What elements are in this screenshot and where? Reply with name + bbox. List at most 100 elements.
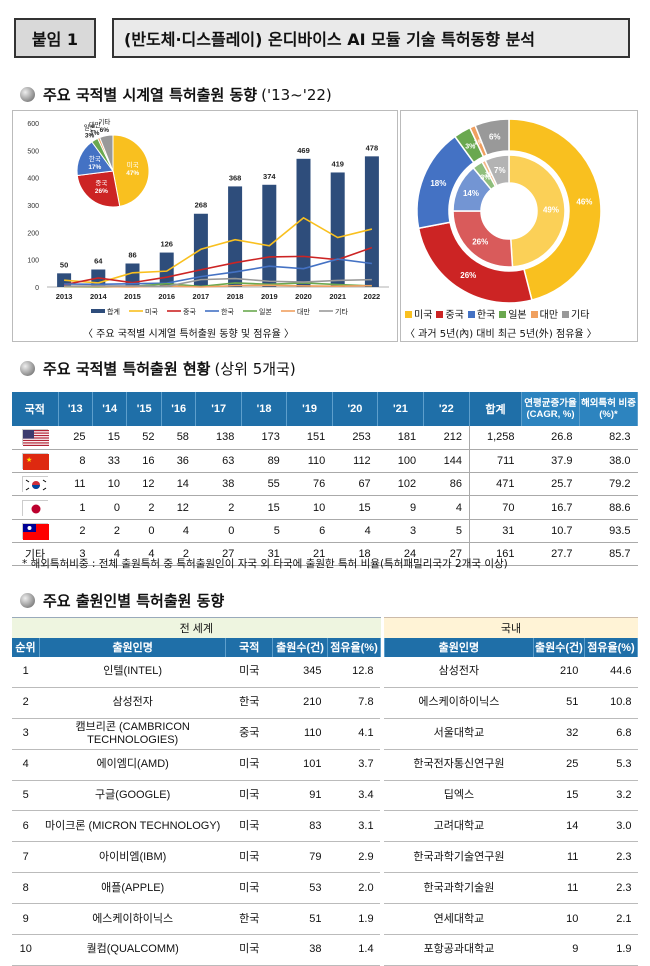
legend-label: 대만: [539, 310, 559, 321]
table-row: 2 삼성전자 한국 210 7.8 에스케이하이닉스 51 10.8: [12, 687, 638, 719]
col-header: 해외특허 비중(%)*: [579, 392, 638, 426]
table-cell: 101: [272, 749, 328, 781]
col-header: 점유율(%): [584, 637, 639, 657]
pie-label: 한국: [89, 155, 101, 163]
legend-swatch: [530, 311, 538, 318]
col-header: 합계: [469, 392, 522, 426]
group-world: 전 세계: [12, 617, 381, 638]
section-heading-1: 주요 국적별 시계열 특허출원 동향 ('13~'22): [20, 84, 332, 105]
outer-label: 3%: [465, 144, 476, 151]
y-tick-label: 400: [27, 176, 39, 183]
inner-label: 49%: [543, 206, 559, 215]
table-row: 5 구글(GOOGLE) 미국 91 3.4 딥엑스 15 3.2: [12, 780, 638, 812]
table-cell: 0: [92, 495, 127, 520]
data-label: 126: [160, 240, 173, 249]
table-cell: 10: [12, 934, 40, 966]
outer-label: 18%: [430, 179, 446, 188]
inner-label: 1%: [485, 172, 496, 179]
data-label: 478: [366, 143, 379, 152]
x-tick-label: 2014: [90, 292, 108, 301]
table-cell: 3.1: [327, 810, 381, 843]
bar-total-2015: [125, 263, 140, 287]
table-row: 9 에스케이하이닉스 한국 51 1.9 연세대학교 10 2.1: [12, 903, 638, 936]
table-cell: 112: [332, 449, 378, 474]
table-cell: 86: [423, 472, 470, 497]
time-series-chart: 0 100 200 300 400 500 600 50 2013 64 2014 86 2015 126…: [27, 117, 389, 316]
table-cell: 91: [272, 780, 328, 812]
table-cell: 11: [533, 872, 585, 905]
table-cell: 한국전자통신연구원: [384, 749, 534, 781]
bar-total-2019: [262, 184, 277, 287]
table-cell: 2: [58, 519, 93, 543]
col-header: 출원수(건): [272, 637, 328, 657]
inner-label: 14%: [463, 189, 479, 198]
col-header: '17: [195, 392, 242, 426]
table-cell: 12: [126, 472, 162, 497]
table-cell: 2.3: [584, 872, 638, 905]
table-cell: 연세대학교: [384, 903, 534, 936]
table-row: 8 애플(APPLE) 미국 53 2.0 한국과학기술원 11 2.3: [12, 872, 638, 905]
table-cell: 37.9: [521, 449, 580, 474]
chart-caption: 〈 주요 국적별 시계열 특허출원 동향 및 점유율 〉: [83, 329, 295, 340]
table-row: 4 에이엠디(AMD) 미국 101 3.7 한국전자통신연구원 25 5.3: [12, 749, 638, 781]
table-cell: 10: [92, 472, 127, 497]
table-cell: 345: [272, 656, 328, 688]
col-header: '19: [286, 392, 333, 426]
table-cell: 9: [12, 903, 40, 936]
table-cell: 102: [377, 472, 424, 497]
col-header: 연평균증가율 (CAGR, %): [521, 392, 580, 426]
table-cell: 18: [332, 542, 378, 567]
outer-label: 46%: [576, 197, 592, 206]
line-series-한국: [64, 258, 373, 286]
table-cell: 51: [533, 687, 585, 719]
legend-label: 기타: [571, 310, 590, 321]
line-bar-chart-panel: 0 100 200 300 400 500 600 50 2013 64 2014 86 2015 126…: [12, 110, 398, 342]
pie-pct: 6%: [100, 127, 110, 134]
table-cell: 아이비엠(IBM): [39, 841, 226, 874]
table-cell: 70: [469, 495, 522, 520]
table-cell: 미국: [225, 934, 273, 966]
table-cell: 4: [161, 519, 196, 543]
legend-swatch: [562, 311, 570, 318]
table-cell: 3.2: [584, 780, 638, 812]
y-tick-label: 100: [27, 258, 39, 265]
tw-flag-icon: [12, 519, 58, 543]
col-header: 출원인명: [39, 637, 227, 657]
title-bar: 붙임 1 (반도체·디스플레이) 온디바이스 AI 모듈 기술 특허동향 분석: [14, 18, 630, 58]
table-cell: 미국: [225, 872, 273, 905]
legend-item-대만: 대만: [530, 306, 559, 321]
pie-pct: 17%: [88, 164, 101, 171]
table-cell: 1.9: [584, 934, 638, 966]
legend-label: 한국: [476, 310, 496, 321]
section-heading-3: 주요 출원인별 특허출원 동향: [20, 590, 224, 611]
x-tick-label: 2017: [193, 292, 210, 301]
table-cell: 79.2: [579, 472, 638, 497]
table-cell: 6.8: [584, 718, 638, 750]
applicant-table: 전 세계 국내 순위 출원인명 국적 출원수(건) 점유율(%) 출원인명 출원수(건) 점유…: [12, 617, 639, 966]
table-cell: 21: [286, 542, 333, 567]
donut-chart: 46%26%18%3%1%6%49%26%14%3%1%7%: [416, 118, 602, 304]
table-cell: 33: [92, 449, 127, 474]
table-cell: 0: [126, 519, 162, 543]
table-cell: 88.6: [579, 495, 638, 520]
kr-flag-icon: [12, 472, 58, 497]
bullet-icon: [20, 87, 35, 102]
table-cell: 마이크론 (MICRON TECHNOLOGY): [39, 810, 226, 843]
table-cell: 6: [286, 519, 333, 543]
outer-label: 1%: [474, 139, 485, 146]
col-header: '13: [58, 392, 93, 426]
table-cell: 에스케이하이닉스: [384, 687, 534, 719]
table-cell: 1: [58, 495, 93, 520]
x-tick-label: 2018: [227, 292, 244, 301]
jp-flag-icon: [12, 495, 58, 520]
table-cell: 10: [286, 495, 333, 520]
line-series-기타: [64, 277, 372, 288]
table-row: 1 인텔(INTEL) 미국 345 12.8 삼성전자 210 44.6: [12, 656, 638, 688]
pie-label: 중국: [95, 179, 107, 187]
col-header: '21: [377, 392, 424, 426]
x-tick-label: 2016: [158, 292, 175, 301]
legend-label: 중국: [445, 310, 464, 321]
outer-label: 26%: [460, 271, 476, 280]
table-cell: 24: [377, 542, 424, 567]
x-tick-label: 2020: [295, 292, 312, 301]
